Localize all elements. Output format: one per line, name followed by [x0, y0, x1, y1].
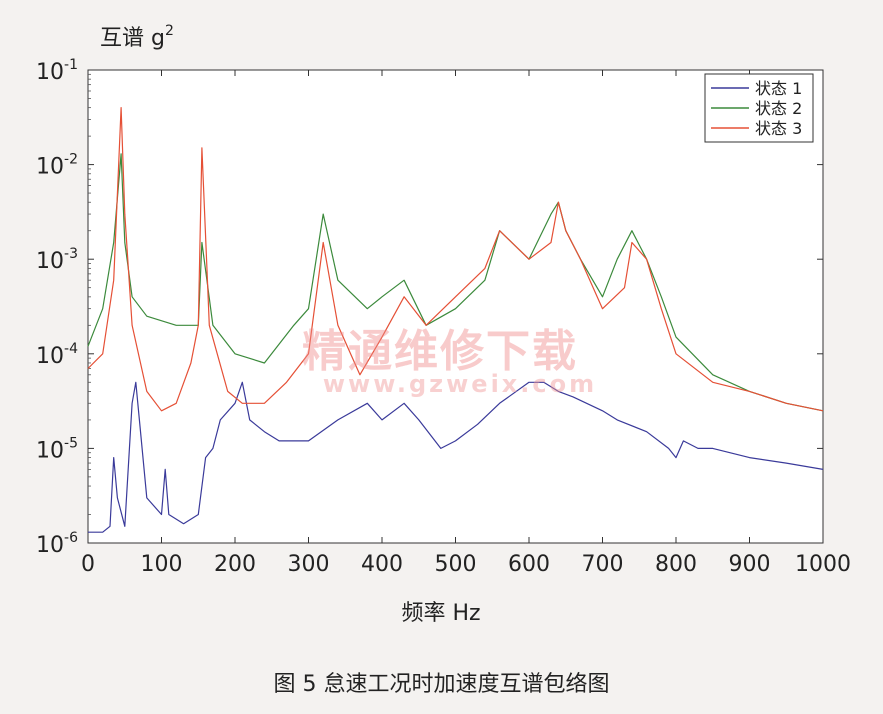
legend: 状态 1状态 2状态 3 — [704, 73, 814, 143]
x-tick-label: 500 — [435, 552, 477, 577]
y-tick-label: 10-1 — [36, 57, 78, 85]
y-tick-label: 10-5 — [36, 435, 78, 463]
y-tick-label: 10-6 — [36, 530, 78, 558]
x-tick-label: 1000 — [795, 552, 851, 577]
x-tick-label: 300 — [288, 552, 330, 577]
x-tick-label: 800 — [655, 552, 697, 577]
legend-label: 状态 1 — [755, 79, 802, 98]
x-tick-label: 700 — [582, 552, 624, 577]
y-axis-title-text: 互谱 g — [100, 26, 165, 51]
y-axis-title-sup: 2 — [165, 23, 174, 39]
series-line-1 — [88, 381, 824, 533]
figure-caption: 图 5 怠速工况时加速度互谱包络图 — [273, 672, 610, 697]
legend-label: 状态 3 — [755, 119, 802, 138]
axis-tick-labels: 0 100 200 300 400 500 600 700 800 900 1000 10-1 10-2… — [36, 57, 851, 577]
y-axis-title: 互谱 g2 — [100, 23, 174, 51]
x-axis-title: 频率 Hz — [401, 601, 480, 626]
axis-ticks — [87, 69, 824, 544]
x-tick-label: 900 — [729, 552, 771, 577]
series-layer — [87, 106, 824, 533]
y-tick-label: 10-2 — [36, 152, 78, 180]
y-tick-label: 10-4 — [36, 341, 78, 369]
x-tick-label: 200 — [214, 552, 256, 577]
series-line-3 — [87, 106, 824, 412]
legend-label: 状态 2 — [755, 99, 802, 118]
y-tick-label: 10-3 — [36, 246, 78, 274]
x-tick-label: 100 — [141, 552, 183, 577]
x-tick-label: 600 — [508, 552, 550, 577]
series-line-2 — [87, 153, 824, 412]
x-tick-label: 400 — [361, 552, 403, 577]
x-tick-label: 0 — [81, 552, 95, 577]
